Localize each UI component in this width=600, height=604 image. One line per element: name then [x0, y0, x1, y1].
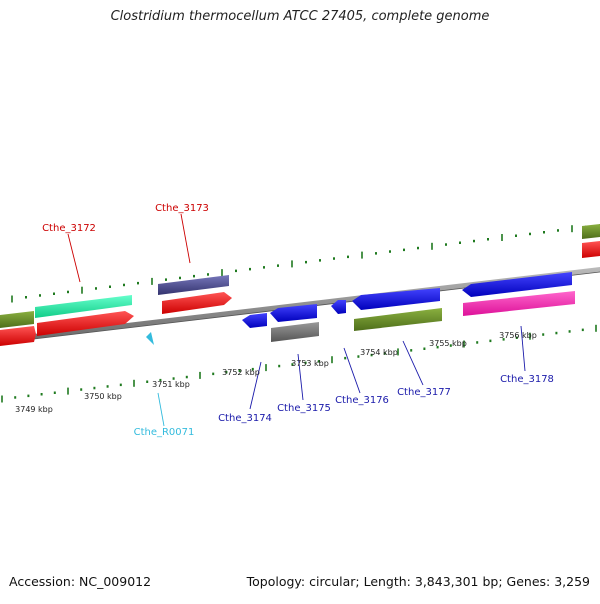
scale-label: 3751 kbp [152, 380, 190, 389]
callout-line-3174 [249, 361, 262, 410]
rna-marker-cthe-r0071[interactable] [146, 332, 154, 345]
gene-label-cthe-3178[interactable]: Cthe_3178 [500, 374, 554, 385]
scale-label: 3754 kbp [360, 348, 398, 357]
gene-arrow-red-2[interactable] [162, 292, 232, 314]
gene-label-cthe-r0071[interactable]: Cthe_R0071 [134, 427, 195, 438]
gene-arrow-cthe-3174[interactable] [242, 313, 267, 328]
gene-arrow-cthe-3177[interactable] [354, 308, 442, 331]
callout-line-3172 [67, 233, 81, 283]
accession-text: Accession: NC_009012 [9, 574, 152, 589]
callout-line-3173 [180, 213, 191, 264]
callout-line-3176 [343, 347, 361, 394]
map-title: Clostridium thermocellum ATCC 27405, com… [110, 9, 490, 24]
genome-stats-text: Topology: circular; Length: 3,843,301 bp… [246, 574, 590, 589]
gene-label-cthe-3175[interactable]: Cthe_3175 [277, 403, 331, 414]
gene-label-cthe-3173[interactable]: Cthe_3173 [155, 203, 209, 214]
lower-scale-ticks [1, 324, 597, 403]
gene-arrow-right-olive[interactable] [582, 224, 600, 239]
scale-label: 3750 kbp [84, 392, 122, 401]
gene-arrow-cthe-3176-b[interactable] [352, 288, 440, 310]
gene-arrow-left-red[interactable] [0, 326, 36, 346]
gene-arrow-right-red[interactable] [582, 241, 600, 258]
gene-arrow-pink[interactable] [463, 291, 575, 316]
gene-arrow-cthe-3172[interactable] [35, 295, 132, 318]
gene-arrow-left-olive[interactable] [0, 311, 34, 328]
scale-label: 3753 kbp [291, 359, 329, 368]
gene-arrow-cthe-3175[interactable] [270, 304, 317, 322]
gene-label-cthe-3176[interactable]: Cthe_3176 [335, 395, 389, 406]
callout-line-r0071 [157, 392, 165, 427]
callout-line-3178 [520, 325, 526, 372]
scale-label: 3755 kbp [429, 339, 467, 348]
gene-label-cthe-3174[interactable]: Cthe_3174 [218, 413, 272, 424]
gene-arrow-cthe-3178[interactable] [462, 272, 572, 297]
gene-arrow-red-1[interactable] [37, 311, 134, 336]
callout-line-3177 [402, 340, 424, 386]
gene-arrow-cthe-3176-a[interactable] [331, 300, 346, 314]
scale-label: 3749 kbp [15, 405, 53, 414]
gene-label-cthe-3177[interactable]: Cthe_3177 [397, 387, 451, 398]
callout-line-3175 [297, 353, 304, 401]
upper-scale-ticks [11, 224, 600, 303]
gene-arrow-cthe-3173[interactable] [158, 275, 229, 295]
gene-label-cthe-3172[interactable]: Cthe_3172 [42, 223, 96, 234]
scale-label: 3752 kbp [222, 368, 260, 377]
genome-backbone [0, 267, 600, 343]
scale-label: 3756 kbp [499, 331, 537, 340]
scale-labels: 3749 kbp 3750 kbp 3751 kbp 3752 kbp 3753 kbp… [15, 331, 537, 414]
gene-arrow-gray[interactable] [271, 322, 319, 342]
